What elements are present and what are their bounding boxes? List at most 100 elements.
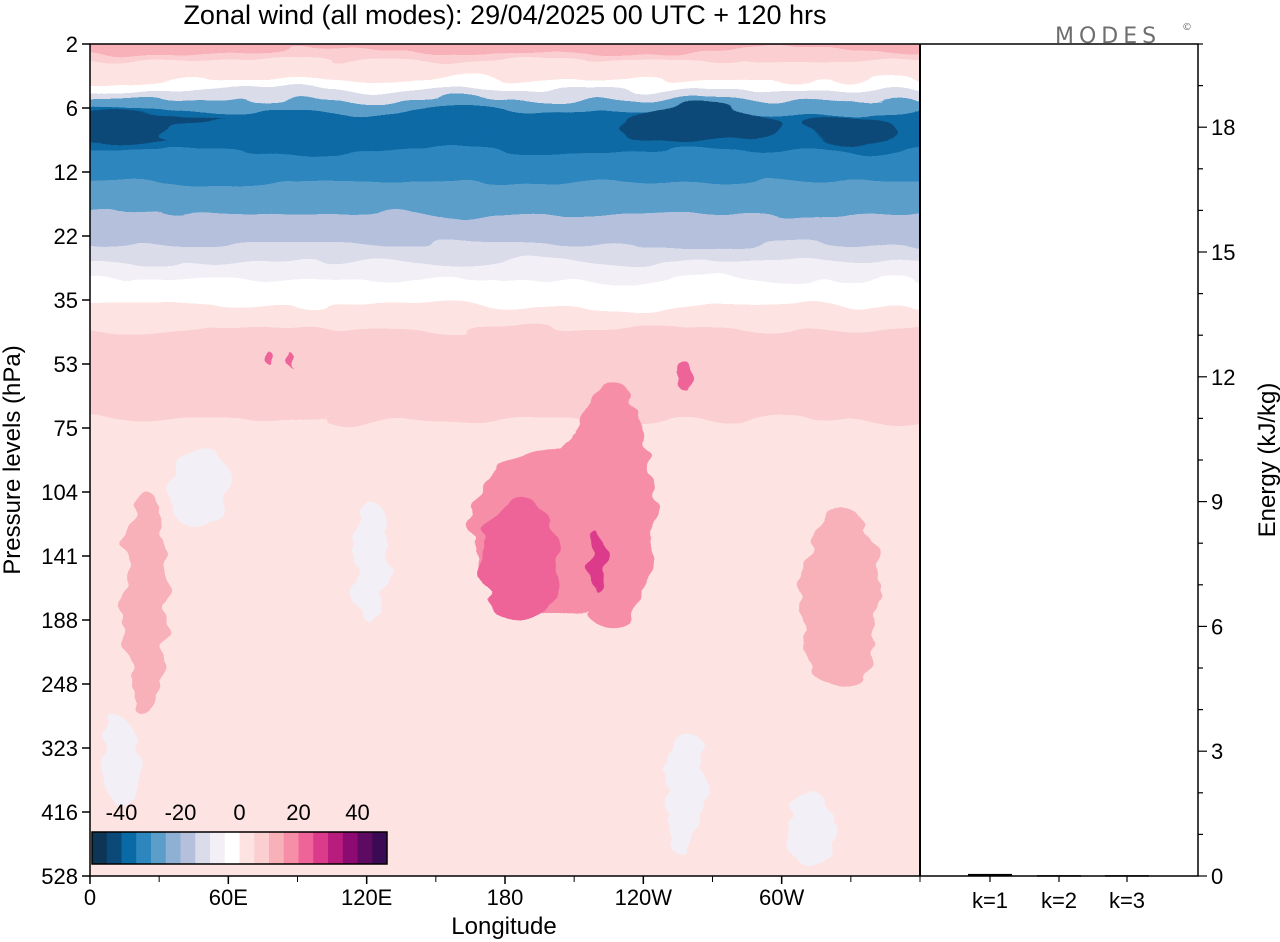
y-tick-label: 248 xyxy=(41,672,78,697)
contour-band-5 xyxy=(90,90,920,101)
y-tick-label: 416 xyxy=(41,800,78,825)
colorbar-swatch xyxy=(283,832,299,864)
y-tick-label: 141 xyxy=(41,544,78,569)
colorbar-tick-label: 40 xyxy=(345,800,369,825)
energy-tick-label: 9 xyxy=(1211,490,1223,515)
energy-bar-k=1 xyxy=(968,873,1012,876)
contour-band-4 xyxy=(90,80,920,91)
y-tick-label: 75 xyxy=(54,416,78,441)
contour-band-6 xyxy=(90,100,920,113)
energy-tick-label: 15 xyxy=(1211,240,1235,265)
y-tick-label: 53 xyxy=(54,352,78,377)
energy-tick-label: 0 xyxy=(1211,864,1223,889)
x-tick-label: 60E xyxy=(209,885,248,910)
y-tick-label: 2 xyxy=(66,32,78,57)
contour-patch-7 xyxy=(665,730,705,850)
energy-category-label: k=2 xyxy=(1041,888,1077,913)
y-tick-label: 323 xyxy=(41,736,78,761)
colorbar-swatch xyxy=(269,832,285,864)
colorbar-swatch xyxy=(298,832,314,864)
colorbar-swatch xyxy=(239,832,255,864)
colorbar-tick-label: -20 xyxy=(165,800,197,825)
energy-bar-k=3 xyxy=(1105,875,1149,877)
modes-logo: MODES xyxy=(1055,24,1161,49)
colorbar-swatch xyxy=(254,832,270,864)
wind-contour-patches xyxy=(90,107,900,870)
contour-band-3 xyxy=(90,70,920,81)
contour-patch-12 xyxy=(565,390,655,630)
energy-tick-label: 12 xyxy=(1211,365,1235,390)
contour-band-0 xyxy=(90,44,920,53)
y-tick-label: 528 xyxy=(41,864,78,889)
colorbar-tick-label: 20 xyxy=(286,800,310,825)
contour-band-16 xyxy=(90,420,920,471)
contour-patch-9 xyxy=(123,490,167,710)
contour-patch-6 xyxy=(102,710,138,810)
x-tick-label: 120E xyxy=(341,885,392,910)
colorbar-swatch xyxy=(372,832,388,864)
y-tick-label: 12 xyxy=(54,160,78,185)
colorbar-swatch xyxy=(106,832,122,864)
y-tick-label: 35 xyxy=(54,288,78,313)
contour-band-14 xyxy=(90,305,920,331)
x-tick-label: 180 xyxy=(487,885,524,910)
colorbar-swatch xyxy=(121,832,137,864)
copyright-mark: © xyxy=(1182,22,1192,33)
colorbar-swatch xyxy=(313,832,329,864)
colorbar-swatch xyxy=(210,832,226,864)
colorbar-swatch xyxy=(195,832,211,864)
energy-axis-label: Energy (kJ/kg) xyxy=(1254,383,1280,538)
energy-category-label: k=3 xyxy=(1109,888,1145,913)
contour-band-1 xyxy=(90,52,920,61)
heatmap-field xyxy=(90,44,920,876)
contour-band-15 xyxy=(90,330,920,421)
contour-band-11 xyxy=(90,245,920,263)
contour-patch-13 xyxy=(480,500,560,620)
chart-title: Zonal wind (all modes): 29/04/2025 00 UT… xyxy=(183,0,826,30)
wind-contour-bands xyxy=(90,44,920,876)
y-tick-label: 188 xyxy=(41,608,78,633)
colorbar-swatch xyxy=(165,832,181,864)
contour-patch-3 xyxy=(800,114,900,142)
energy-tick-label: 18 xyxy=(1211,115,1235,140)
contour-patch-16 xyxy=(800,510,880,690)
contour-patch-2 xyxy=(620,107,780,143)
colorbar-swatch xyxy=(92,832,108,864)
x-tick-label: 0 xyxy=(84,885,96,910)
colorbar-swatch xyxy=(342,832,358,864)
y-axis-energy: 0 3 6 9 12 15 18 xyxy=(1198,43,1235,889)
y-tick-label: 22 xyxy=(54,224,78,249)
y-axis-label: Pressure levels (hPa) xyxy=(0,345,26,574)
colorbar-swatch xyxy=(357,832,373,864)
contour-patch-8 xyxy=(785,790,835,870)
x-tick-label: 120W xyxy=(615,885,673,910)
contour-patch-4 xyxy=(170,450,230,530)
y-tick-label: 6 xyxy=(66,96,78,121)
colorbar-swatch xyxy=(328,832,344,864)
x-tick-label: 60W xyxy=(759,885,804,910)
colorbar: -40 -20 0 20 40 xyxy=(91,800,388,865)
contour-band-2 xyxy=(90,60,920,71)
contour-patch-5 xyxy=(352,500,388,620)
contour-band-10 xyxy=(90,215,920,246)
colorbar-swatch xyxy=(136,832,152,864)
contour-band-9 xyxy=(90,182,920,216)
contour-patch-18 xyxy=(288,352,296,368)
colorbar-swatch xyxy=(151,832,167,864)
x-axis-longitude: 0 60E 120E 180 120W 60W xyxy=(84,876,921,910)
contour-patch-15 xyxy=(677,360,693,390)
contour-patch-1 xyxy=(160,115,500,155)
contour-band-8 xyxy=(90,150,920,183)
contour-patch-14 xyxy=(590,530,606,590)
y-tick-label: 104 xyxy=(41,480,78,505)
colorbar-frame xyxy=(91,831,388,865)
colorbar-tick-label: 0 xyxy=(233,800,245,825)
energy-bars: k=1 k=2 k=3 xyxy=(968,873,1149,913)
contour-patch-17 xyxy=(266,352,274,368)
colorbar-tick-label: -40 xyxy=(106,800,138,825)
contour-band-13 xyxy=(90,280,920,306)
energy-category-label: k=1 xyxy=(972,888,1008,913)
colorbar-swatch xyxy=(224,832,240,864)
energy-tick-label: 6 xyxy=(1211,614,1223,639)
